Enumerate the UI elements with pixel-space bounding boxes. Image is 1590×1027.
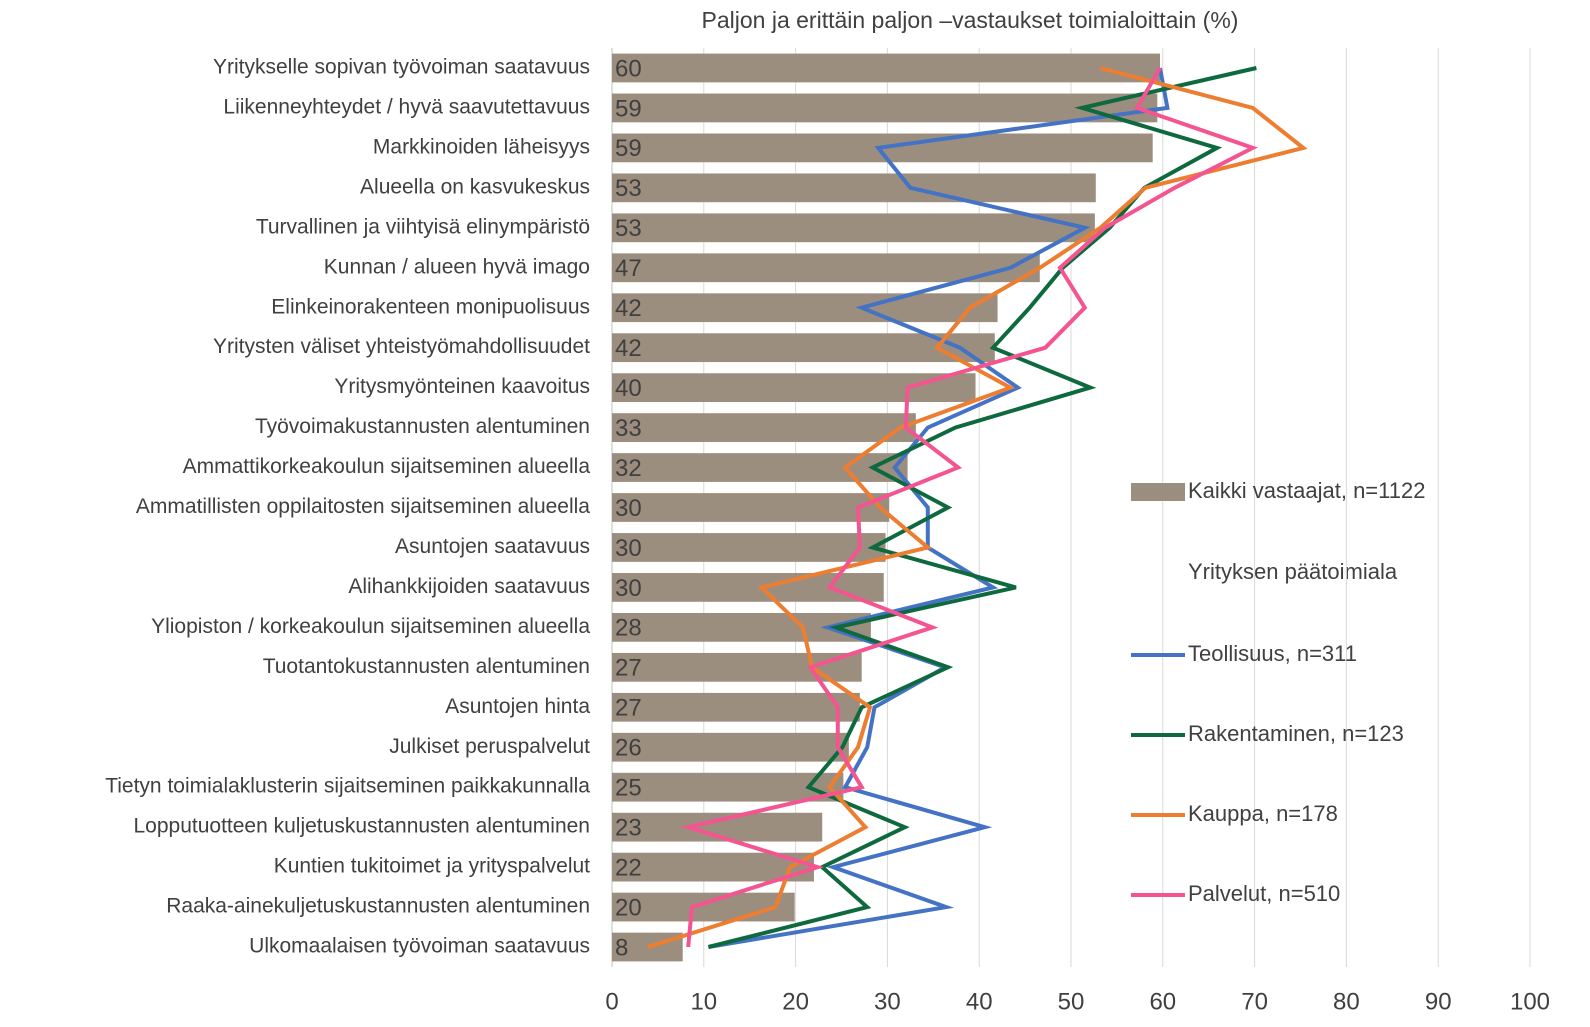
x-tick-label: 10 [690,988,717,1015]
x-tick-label: 70 [1241,988,1268,1015]
y-tick-label: Tietyn toimialaklusterin sijaitseminen p… [105,775,590,798]
bar [612,93,1158,123]
data-label: 8 [615,934,628,961]
data-label: 25 [615,775,642,802]
data-label: 30 [615,575,642,602]
y-tick-label: Kuntien tukitoimet ja yrityspalvelut [274,855,590,878]
data-label: 60 [615,55,642,82]
y-tick-label: Lopputuotteen kuljetuskustannusten alent… [133,815,590,838]
data-label: 40 [615,375,642,402]
bar [612,732,849,762]
x-tick-label: 40 [966,988,993,1015]
line-series [708,67,1170,949]
y-tick-label: Ulkomaalaisen työvoiman saatavuus [249,935,590,958]
y-tick-label: Yritysten väliset yhteistyömahdollisuude… [213,335,590,358]
legend-label: Rakentaminen, n=123 [1188,721,1404,746]
bar [612,932,683,962]
y-tick-label: Turvallinen ja viihtyisä elinympäristö [256,215,590,238]
y-tick-label: Elinkeinorakenteen monipuolisuus [271,295,590,318]
y-tick-label: Yritysmyönteinen kaavoitus [334,375,590,398]
data-label: 30 [615,495,642,522]
data-label: 28 [615,615,642,642]
bar [612,493,890,522]
x-tick-label: 30 [874,988,901,1015]
data-label: 26 [615,735,642,762]
bar [612,173,1096,203]
legend-swatch [1131,483,1185,501]
y-tick-label: Kunnan / alueen hyvä imago [324,255,590,278]
bar [612,692,860,722]
data-label: 27 [615,655,642,682]
data-label: 27 [615,695,642,722]
y-tick-label: Yritykselle sopivan työvoiman saatavuus [213,56,590,79]
data-label: 22 [615,854,642,881]
line-series [680,67,1258,948]
y-tick-label: Julkiset peruspalvelut [389,735,590,758]
bar [612,413,916,442]
y-tick-label: Työvoimakustannusten alentuminen [255,415,590,438]
bar [612,533,886,562]
data-label: 59 [615,135,642,162]
legend-label: Teollisuus, n=311 [1188,641,1357,666]
x-tick-label: 90 [1425,988,1452,1015]
y-tick-label: Liikenneyhteydet / hyvä saavutettavuus [223,95,590,118]
bar [612,373,976,403]
bar [612,453,908,482]
x-tick-label: 80 [1333,988,1360,1015]
data-label: 30 [615,535,642,562]
legend-label: Kaikki vastaajat, n=1122 [1188,478,1425,503]
legend-subtitle: Yrityksen päätoimiala [1188,559,1398,584]
bar [612,892,795,922]
bar [612,652,862,682]
y-tick-label: Asuntojen hinta [445,695,590,718]
data-label: 42 [615,335,642,362]
x-tick-label: 0 [605,988,618,1015]
y-tick-label: Asuntojen saatavuus [395,535,590,558]
data-label: 59 [615,95,642,122]
chart-title: Paljon ja erittäin paljon –vastaukset to… [702,7,1239,33]
bar [612,213,1095,243]
bar [612,772,844,802]
legend-label: Palvelut, n=510 [1188,881,1340,906]
y-tick-label: Markkinoiden läheisyys [373,135,590,158]
x-tick-label: 60 [1149,988,1176,1015]
y-tick-label: Raaka-ainekuljetuskustannusten alentumin… [166,895,590,918]
data-label: 47 [615,255,642,282]
legend-label: Kauppa, n=178 [1188,801,1338,826]
data-label: 53 [615,175,642,202]
data-label: 32 [615,455,642,482]
y-tick-label: Yliopiston / korkeakoulun sijaitseminen … [151,615,590,638]
bar [612,53,1161,83]
bar [612,573,884,602]
y-tick-label: Tuotantokustannusten alentuminen [263,655,590,678]
x-tick-label: 50 [1058,988,1085,1015]
data-label: 23 [615,814,642,841]
x-tick-label: 20 [782,988,809,1015]
y-tick-label: Ammattikorkeakoulun sijaitseminen alueel… [183,455,591,478]
y-tick-label: Alihankkijoiden saatavuus [348,575,590,598]
x-tick-label: 100 [1510,988,1550,1015]
data-label: 53 [615,215,642,242]
y-tick-label: Alueella on kasvukeskus [360,175,590,198]
bar [612,293,998,323]
data-label: 20 [615,894,642,921]
data-label: 42 [615,295,642,322]
y-tick-label: Ammatillisten oppilaitosten sijaitsemine… [136,495,590,518]
data-label: 33 [615,415,642,442]
line-series [647,66,1308,949]
